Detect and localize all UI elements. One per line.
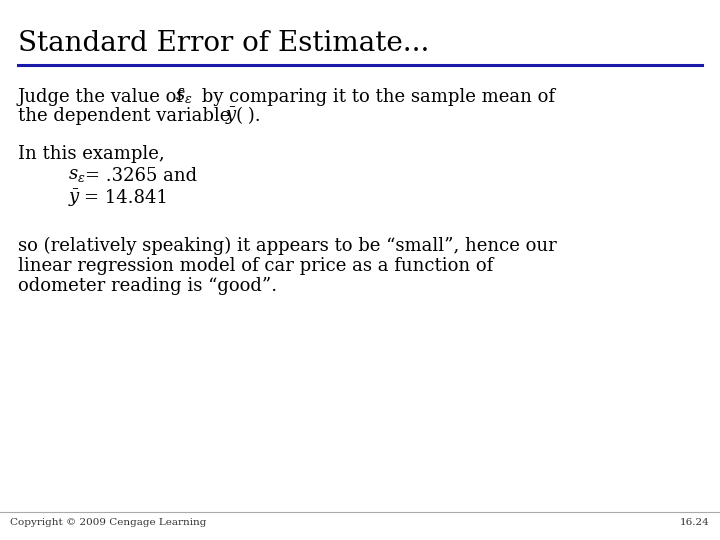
- Text: linear regression model of car price as a function of: linear regression model of car price as …: [18, 257, 493, 275]
- Text: = .3265 and: = .3265 and: [85, 167, 197, 185]
- Text: In this example,: In this example,: [18, 145, 165, 163]
- Text: by comparing it to the sample mean of: by comparing it to the sample mean of: [196, 88, 555, 106]
- Text: the dependent variable (: the dependent variable (: [18, 107, 243, 125]
- Text: $\bar{y}$: $\bar{y}$: [68, 188, 81, 209]
- Text: 16.24: 16.24: [680, 518, 710, 527]
- Text: $s_\varepsilon$: $s_\varepsilon$: [175, 87, 192, 105]
- Text: so (relatively speaking) it appears to be “small”, hence our: so (relatively speaking) it appears to b…: [18, 237, 557, 255]
- Text: Standard Error of Estimate...: Standard Error of Estimate...: [18, 30, 429, 57]
- Text: odometer reading is “good”.: odometer reading is “good”.: [18, 277, 277, 295]
- Text: Judge the value of: Judge the value of: [18, 88, 190, 106]
- Text: $\bar{y}$: $\bar{y}$: [225, 106, 238, 127]
- Text: $s_\varepsilon$: $s_\varepsilon$: [68, 166, 86, 184]
- Text: ).: ).: [242, 107, 261, 125]
- Text: Copyright © 2009 Cengage Learning: Copyright © 2009 Cengage Learning: [10, 518, 207, 527]
- Text: = 14.841: = 14.841: [84, 189, 168, 207]
